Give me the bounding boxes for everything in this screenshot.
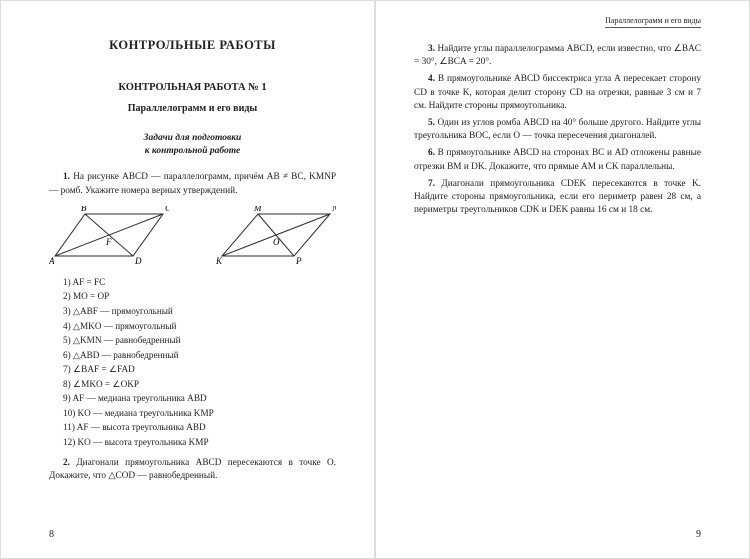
left-page: КОНТРОЛЬНЫЕ РАБОТЫ КОНТРОЛЬНАЯ РАБОТА № … <box>0 0 375 559</box>
list-item: 11) AF — высота треугольника ABD <box>63 421 336 434</box>
svg-text:N: N <box>331 206 336 213</box>
running-head: Параллелограмм и его виды <box>605 15 701 28</box>
topic-heading: Параллелограмм и его виды <box>49 102 336 116</box>
problem-4: 4. В прямоугольнике ABCD биссектриса угл… <box>414 73 701 113</box>
figure-rhombus: K M N P O <box>216 206 336 266</box>
problem-6: 6. В прямоугольнике ABCD на сторонах BC … <box>414 147 701 173</box>
figure-parallelogram: A B C D F <box>49 206 169 266</box>
svg-text:A: A <box>49 256 55 266</box>
problem-3: 3. Найдите углы параллелограмма ABCD, ес… <box>414 43 701 69</box>
list-item: 1) AF = FC <box>63 276 336 289</box>
svg-text:P: P <box>295 256 302 266</box>
list-item: 3) △ABF — прямоугольный <box>63 305 336 318</box>
subheading: Задачи для подготовки к контрольной рабо… <box>49 132 336 158</box>
list-item: 12) KO — высота треугольника KMP <box>63 436 336 449</box>
list-item: 5) △KMN — равнобедренный <box>63 334 336 347</box>
page-number: 9 <box>696 528 701 542</box>
problem-1: 1. На рисунке ABCD — параллелограмм, при… <box>49 171 336 197</box>
svg-text:D: D <box>134 256 142 266</box>
problem-5: 5. Один из углов ромба ABCD на 40° больш… <box>414 117 701 143</box>
svg-text:O: O <box>273 237 280 247</box>
main-heading: КОНТРОЛЬНЫЕ РАБОТЫ <box>49 37 336 55</box>
figures-row: A B C D F K M N P O <box>49 206 336 266</box>
problem-7: 7. Диагонали прямоугольника CDEK пересек… <box>414 178 701 218</box>
svg-text:M: M <box>253 206 262 213</box>
svg-text:C: C <box>165 206 169 213</box>
page-number: 8 <box>49 528 54 542</box>
list-item: 2) MO = OP <box>63 290 336 303</box>
list-item: 8) ∠MKO = ∠OKP <box>63 378 336 391</box>
svg-text:F: F <box>105 237 112 247</box>
list-item: 4) △MKO — прямоугольный <box>63 320 336 333</box>
list-item: 7) ∠BAF = ∠FAD <box>63 363 336 376</box>
right-page: Параллелограмм и его виды 3. Найдите угл… <box>375 0 750 559</box>
list-item: 10) KO — медиана треугольника KMP <box>63 407 336 420</box>
svg-text:K: K <box>216 256 223 266</box>
list-item: 9) AF — медиана треугольника ABD <box>63 392 336 405</box>
problem-2: 2. Диагонали прямоугольника ABCD пересек… <box>49 457 336 483</box>
svg-text:B: B <box>81 206 87 213</box>
list-item: 6) △ABD — равнобедренный <box>63 349 336 362</box>
work-heading: КОНТРОЛЬНАЯ РАБОТА № 1 <box>49 81 336 96</box>
statements-list: 1) AF = FC2) MO = OP 3) △ABF — прямоуголь… <box>63 276 336 449</box>
